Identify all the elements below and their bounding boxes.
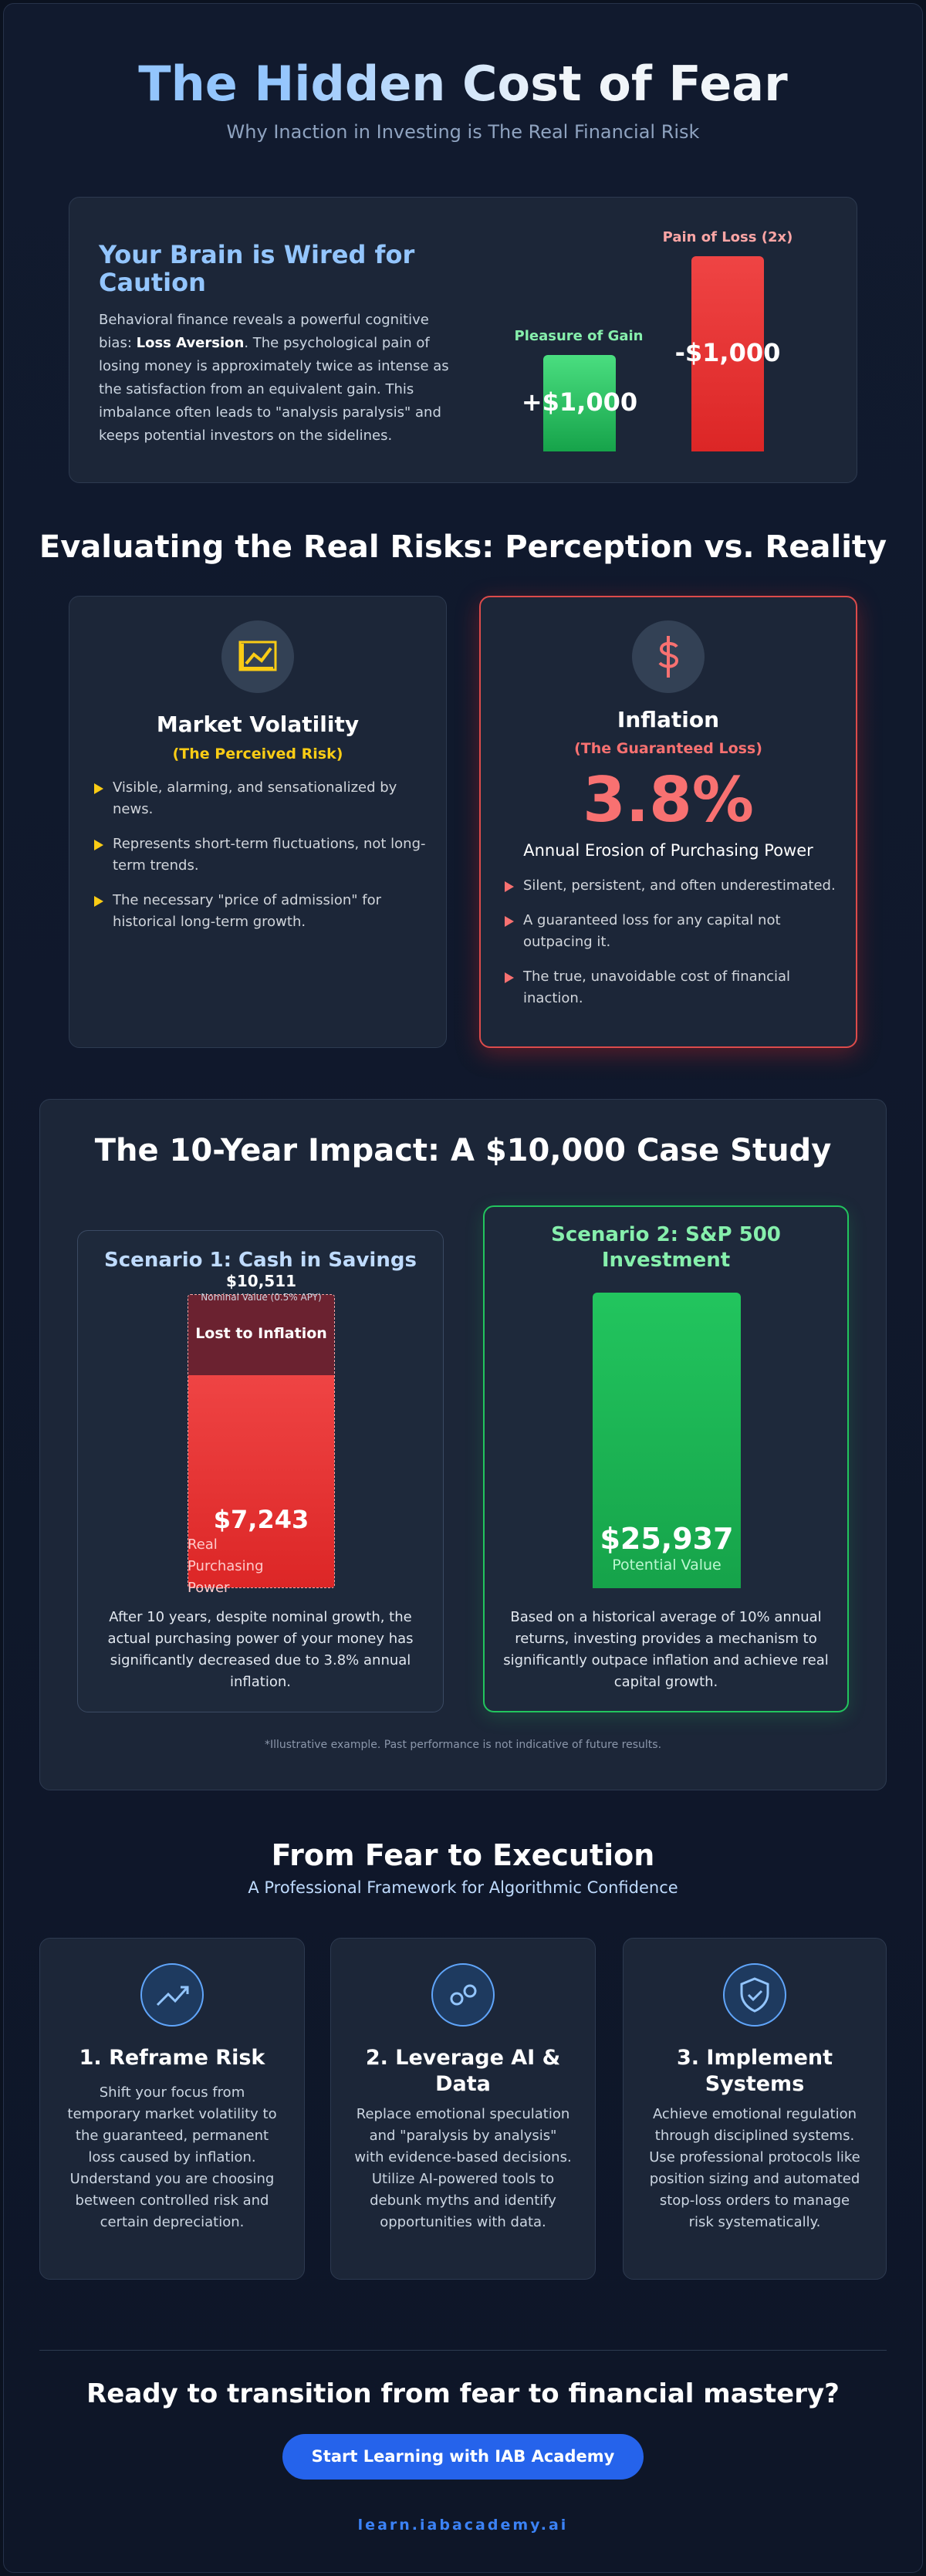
title: The Hidden Cost of Fear [0,56,926,112]
card-title: Inflation [617,707,720,732]
step-card: 3. Implement Systems Achieve emotional r… [623,1938,887,2280]
bullet: Represents short-term fluctuations, not … [93,833,432,877]
chart-icon [238,641,277,671]
card-subtitle: (The Perceived Risk) [172,745,343,762]
loss-label: Pain of Loss (2x) [662,229,793,245]
text: . The psychological pain of losing money… [99,335,449,444]
nominal-caption: Nominal Value (0.5% APY) [201,1292,322,1303]
link-icon [450,1984,477,2006]
inflation-rate: 3.8% [583,764,754,836]
bullet: Visible, alarming, and sensationalized b… [93,777,432,820]
investment-bar [593,1293,741,1588]
bullet: Silent, persistent, and often underestim… [503,875,843,897]
gain-bar [543,355,616,451]
section-heading: The 10-Year Impact: A $10,000 Case Study [94,1133,832,1168]
cta-button[interactable]: Start Learning with IAB Academy [282,2434,644,2480]
step-title: 3. Implement Systems [676,2046,833,2096]
lost-segment [188,1295,334,1375]
rate-caption: Annual Erosion of Purchasing Power [523,841,813,860]
shield-icon [740,1977,769,2013]
gain-value: +$1,000 [521,387,638,417]
icon [723,1963,786,2027]
loss-bar [691,256,764,451]
footnote: *Illustrative example. Past performance … [264,1739,662,1751]
real-segment [188,1375,334,1587]
icon [632,620,705,693]
loss-value: -$1,000 [674,338,781,367]
cta-heading: Ready to transition from fear to financi… [86,2378,840,2409]
bullets: Silent, persistent, and often underestim… [503,875,843,1023]
step-card: 2. Leverage AI & Data Replace emotional … [330,1938,596,2280]
trend-icon [156,1986,189,2006]
bullet: The necessary "price of admission" for h… [93,890,432,933]
section-heading: Evaluating the Real Risks: Perception vs… [39,529,887,565]
section-heading: From Fear to Execution [271,1838,655,1872]
paragraph: Behavioral finance reveals a powerful co… [99,309,450,448]
bullet: The true, unavoidable cost of financial … [503,966,843,1009]
savings-bar [188,1294,335,1588]
divider [39,2350,887,2351]
real-caption: Real Purchasing Power [188,1536,264,1596]
gain-label: Pleasure of Gain [514,328,644,344]
text: Behavioral finance reveals a powerful co… [99,312,429,351]
scenario-title: Scenario 2: S&P 500 Investment [551,1223,781,1272]
icon [140,1963,204,2027]
investment-value: $25,937 [600,1522,734,1556]
icon [221,620,294,693]
icon [431,1963,495,2027]
bold-term: Loss Aversion [136,335,245,351]
step-card: 1. Reframe Risk Shift your focus from te… [39,1938,305,2280]
scenario-text: After 10 years, despite nominal growth, … [107,1609,414,1690]
card-title: Market Volatility [156,712,360,737]
scenario-text: Based on a historical average of 10% ann… [503,1609,829,1690]
real-value: $7,243 [213,1505,309,1534]
url: learn.iabacademy.ai [357,2517,569,2534]
step-text: Replace emotional speculation and "paral… [354,2106,572,2230]
card-subtitle: (The Guaranteed Loss) [574,740,762,757]
dollar-icon [658,636,679,678]
scenario-title: Scenario 1: Cash in Savings [104,1249,417,1272]
step-text: Shift your focus from temporary market v… [67,2084,277,2230]
bullet: A guaranteed loss for any capital not ou… [503,910,843,953]
nominal-value: $10,511 [225,1272,297,1290]
step-title: 1. Reframe Risk [79,2046,265,2070]
bullets: Visible, alarming, and sensationalized b… [93,777,432,946]
heading: Your Brain is Wired for Caution [99,240,415,297]
value-caption: Potential Value [612,1557,722,1574]
step-title: 2. Leverage AI & Data [365,2046,561,2096]
lost-label: Lost to Inflation [195,1325,327,1342]
section-subtitle: A Professional Framework for Algorithmic… [248,1878,678,1897]
subtitle: Why Inaction in Investing is The Real Fi… [226,121,700,143]
step-text: Achieve emotional regulation through dis… [649,2106,860,2230]
